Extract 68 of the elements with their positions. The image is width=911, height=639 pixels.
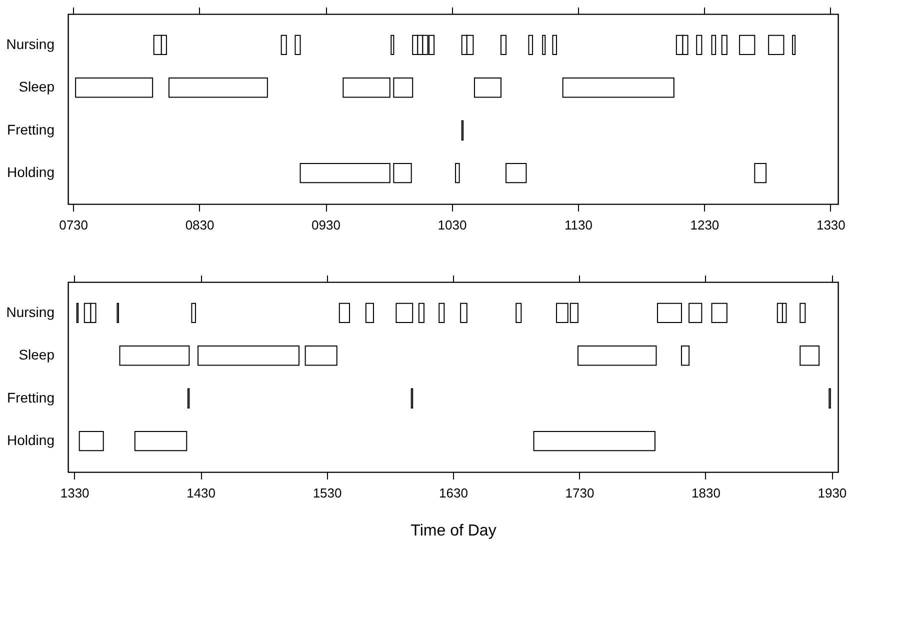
bar (711, 34, 716, 56)
bar (696, 34, 702, 56)
y-tick-label: Sleep (18, 346, 55, 363)
y-tick-label: Fretting (7, 121, 54, 138)
x-tick-label: 1830 (692, 486, 720, 500)
bar (516, 302, 522, 324)
bar (474, 78, 502, 98)
bar (792, 34, 796, 56)
bar (656, 302, 682, 324)
y-tick-label: Holding (7, 432, 54, 448)
bar (304, 346, 338, 366)
bar (134, 430, 188, 452)
bar (739, 34, 756, 56)
bar (500, 34, 507, 56)
x-tick-label: 1330 (60, 486, 90, 500)
x-tick-label: 1730 (565, 486, 594, 500)
y-tick-label: Sleep (18, 78, 55, 95)
y-tick-label: Nursing (6, 304, 54, 320)
bar (198, 346, 300, 366)
bar (542, 34, 546, 56)
x-tick-label: 0730 (59, 218, 88, 232)
x-axis-title: Time of Day (410, 522, 496, 540)
bar (528, 34, 534, 56)
bar (418, 302, 424, 324)
y-tick-label: Holding (7, 164, 54, 180)
bar (460, 302, 468, 324)
x-tick-label: 1530 (312, 486, 342, 500)
bar (396, 302, 414, 324)
bar (721, 34, 728, 56)
x-tick-label: 1430 (186, 486, 216, 500)
bar (390, 34, 394, 56)
bar (338, 302, 350, 324)
bar (552, 34, 558, 56)
bar (688, 302, 702, 324)
bar (280, 34, 287, 56)
bar (562, 78, 674, 98)
y-tick-label: Nursing (6, 36, 54, 52)
x-tick-label: 1330 (816, 218, 846, 232)
bar (711, 302, 728, 324)
bar (754, 162, 767, 184)
bar (393, 78, 414, 98)
bar (119, 346, 190, 366)
bar (78, 430, 104, 452)
bar (294, 34, 301, 56)
bar (438, 302, 445, 324)
bar (191, 302, 196, 324)
bar (393, 162, 412, 184)
bar (506, 162, 527, 184)
x-tick-label: 0830 (185, 218, 214, 232)
bar (300, 162, 390, 184)
bar (800, 302, 806, 324)
bar (168, 78, 268, 98)
x-tick-label: 1930 (818, 486, 847, 500)
bar (365, 302, 374, 324)
bar (533, 430, 656, 452)
bar (75, 78, 154, 98)
bar (800, 346, 820, 366)
x-tick-label: 1030 (438, 218, 467, 232)
bar (577, 346, 657, 366)
bar (680, 346, 690, 366)
x-tick-label: 1230 (690, 218, 720, 232)
bar (768, 34, 784, 56)
bar (455, 162, 460, 184)
x-tick-label: 0930 (312, 218, 340, 232)
x-tick-label: 1630 (439, 486, 468, 500)
x-tick-label: 1130 (564, 218, 592, 232)
bar (342, 78, 390, 98)
y-tick-label: Fretting (7, 389, 54, 406)
